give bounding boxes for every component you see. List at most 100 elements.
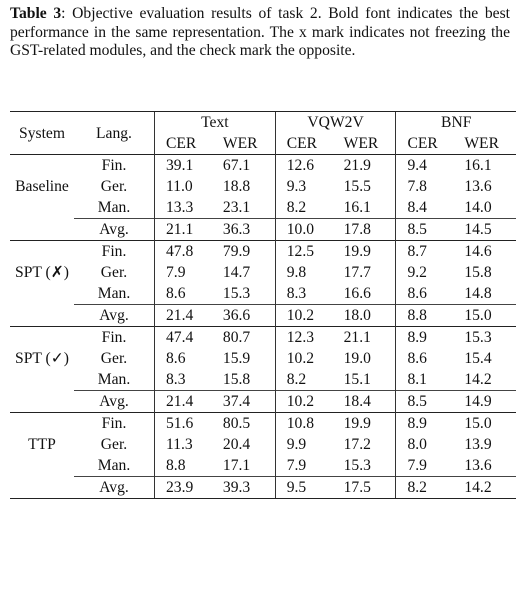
value-cell: 8.6 <box>153 283 212 305</box>
value-cell: 14.6 <box>453 240 516 262</box>
header-lang: Lang. <box>74 111 155 155</box>
avg-label: Avg. <box>74 304 155 327</box>
table-row: Man. 13.3 23.1 8.2 16.1 8.4 14.0 <box>10 197 516 219</box>
avg-value-cell: 36.3 <box>211 218 276 241</box>
lang-label: Fin. <box>74 326 155 348</box>
value-cell: 8.2 <box>274 369 333 391</box>
avg-value-cell: 8.5 <box>395 390 454 413</box>
value-cell: 13.9 <box>464 436 492 453</box>
value-cell: 19.9 <box>332 240 396 262</box>
avg-value-cell: 39.3 <box>211 476 276 499</box>
avg-value-cell: 10.0 <box>274 218 333 241</box>
value-cell: 15.9 <box>222 350 251 367</box>
avg-spacer <box>10 391 74 413</box>
value-cell: 51.6 <box>153 412 212 434</box>
avg-value-cell: 14.5 <box>453 218 516 241</box>
value-cell: 11.0 <box>153 176 212 197</box>
header-metric: CER <box>395 133 454 155</box>
avg-value-cell: 18.0 <box>332 304 396 327</box>
avg-row: Avg. 21.4 36.6 10.2 18.0 8.8 15.0 <box>10 304 516 327</box>
value-cell: 15.8 <box>222 371 251 388</box>
avg-value-cell: 10.2 <box>274 304 333 327</box>
value-cell: 14.7 <box>222 264 251 281</box>
header-metric: CER <box>153 133 212 155</box>
value-cell: 7.9 <box>395 455 454 477</box>
avg-value-cell: 15.0 <box>453 304 516 327</box>
header-metric: WER <box>464 135 499 152</box>
system-name: Baseline <box>10 154 74 219</box>
avg-value-cell: 8.2 <box>395 476 454 499</box>
value-cell: 18.8 <box>222 178 251 195</box>
value-cell: 17.1 <box>222 457 251 474</box>
lang-label: Man. <box>97 457 131 474</box>
value-cell: 8.0 <box>395 434 454 455</box>
table-row: Man. 8.8 17.1 7.9 15.3 7.9 13.6 <box>10 455 516 477</box>
lang-label: Man. <box>97 371 131 388</box>
value-cell: 21.9 <box>332 154 396 176</box>
table-row: SPT (✓) Fin. 47.4 80.7 12.3 21.1 8.9 15.3 <box>10 326 516 391</box>
avg-row: Avg. 23.9 39.3 9.5 17.5 8.2 14.2 <box>10 476 516 499</box>
value-cell: 7.8 <box>395 176 454 197</box>
value-cell: 17.2 <box>343 436 371 453</box>
header-metric: CER <box>274 133 333 155</box>
avg-value-cell: 37.4 <box>211 390 276 413</box>
avg-label: Avg. <box>74 476 155 499</box>
value-cell: 15.3 <box>343 457 371 474</box>
value-cell: 19.9 <box>332 412 396 434</box>
value-cell: 15.1 <box>343 371 371 388</box>
value-cell: 9.4 <box>395 154 454 176</box>
value-cell: 13.3 <box>153 197 212 219</box>
value-cell: 16.1 <box>343 199 371 216</box>
lang-label: Ger. <box>100 178 128 195</box>
value-cell: 8.7 <box>395 240 454 262</box>
value-cell: 8.4 <box>395 197 454 219</box>
value-cell: 47.4 <box>153 326 212 348</box>
value-cell: 8.6 <box>395 348 454 369</box>
avg-value-cell: 17.8 <box>332 218 396 241</box>
value-cell: 80.7 <box>211 326 276 348</box>
avg-spacer <box>10 219 74 241</box>
lang-label: Ger. <box>100 436 128 453</box>
table-caption: Table 3: Objective evaluation results of… <box>10 5 510 61</box>
value-cell: 13.6 <box>464 178 492 195</box>
value-cell: 21.1 <box>332 326 396 348</box>
table-row: Baseline Fin. 39.1 67.1 12.6 21.9 9.4 16.1 <box>10 154 516 219</box>
header-system: System <box>10 111 74 155</box>
value-cell: 19.0 <box>343 350 371 367</box>
avg-value-cell: 21.4 <box>153 390 212 413</box>
avg-value-cell: 21.4 <box>153 304 212 327</box>
header-group-bnf: BNF <box>395 111 516 133</box>
value-cell: 8.6 <box>395 283 454 305</box>
value-cell: 7.9 <box>274 455 333 477</box>
value-cell: 9.3 <box>274 176 333 197</box>
value-cell: 47.8 <box>153 240 212 262</box>
lang-label: Man. <box>97 285 131 302</box>
value-cell: 11.3 <box>153 434 212 455</box>
value-cell: 8.6 <box>153 348 212 369</box>
value-cell: 13.6 <box>464 457 492 474</box>
avg-label: Avg. <box>74 218 155 241</box>
avg-value-cell: 23.9 <box>153 476 212 499</box>
value-cell: 16.6 <box>343 285 371 302</box>
value-cell: 23.1 <box>222 199 251 216</box>
avg-value-cell: 10.2 <box>274 390 333 413</box>
value-cell: 9.8 <box>274 262 333 283</box>
avg-value-cell: 9.5 <box>274 476 333 499</box>
table-row: Ger. 11.0 18.8 9.3 15.5 7.8 13.6 <box>10 176 516 197</box>
value-cell: 8.8 <box>153 455 212 477</box>
value-cell: 8.9 <box>395 326 454 348</box>
table-row: Ger. 8.6 15.9 10.2 19.0 8.6 15.4 <box>10 348 516 369</box>
value-cell: 9.9 <box>274 434 333 455</box>
avg-value-cell: 14.9 <box>453 390 516 413</box>
table-row: Ger. 7.9 14.7 9.8 17.7 9.2 15.8 <box>10 262 516 283</box>
value-cell: 9.2 <box>395 262 454 283</box>
header-group-vqw2v: VQW2V <box>274 111 396 133</box>
value-cell: 16.1 <box>453 154 516 176</box>
value-cell: 39.1 <box>153 154 212 176</box>
value-cell: 15.3 <box>453 326 516 348</box>
caption-label: Table 3 <box>10 5 62 22</box>
value-cell: 79.9 <box>211 240 276 262</box>
system-name: TTP <box>10 412 74 477</box>
value-cell: 8.3 <box>274 283 333 305</box>
